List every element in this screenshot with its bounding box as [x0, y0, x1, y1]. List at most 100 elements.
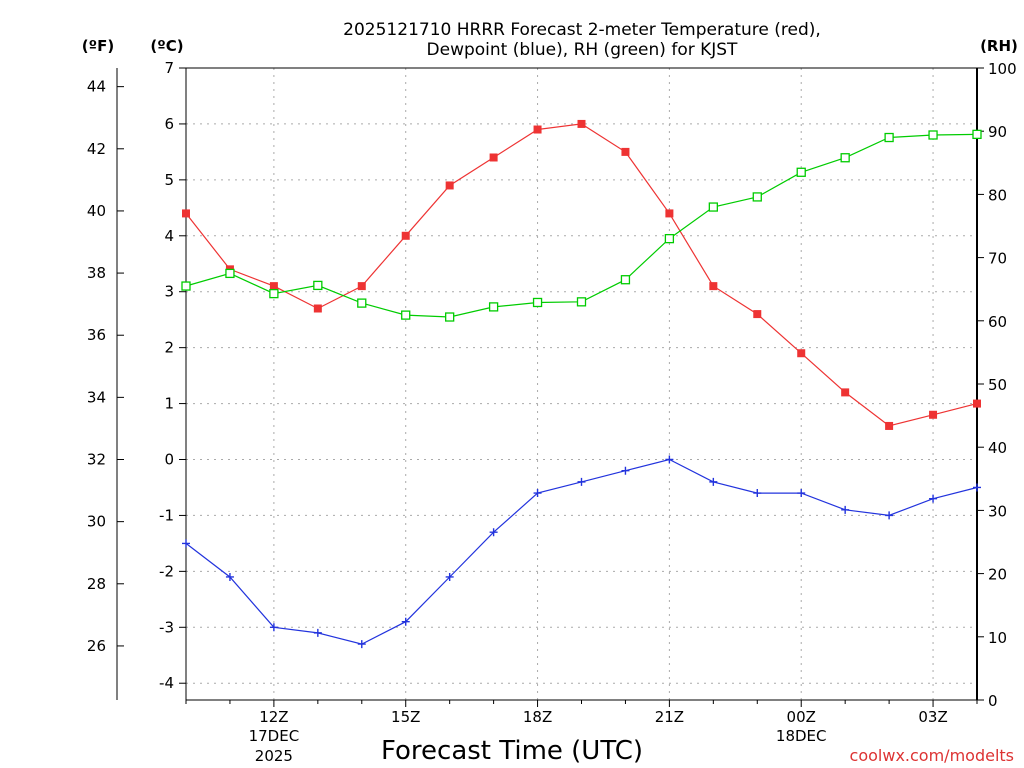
2-meter-temperature-point — [577, 119, 586, 128]
rh-tick-label: 80 — [988, 186, 1007, 204]
celsius-unit-label: (ºC) — [150, 37, 183, 55]
rh-point — [928, 130, 938, 140]
chart-title-line-2: Dewpoint (blue), RH (green) for KJST — [427, 40, 739, 60]
2-meter-temperature-point — [885, 421, 894, 430]
2-meter-temperature-point — [269, 282, 278, 291]
2-meter-temperature-point — [445, 181, 454, 190]
rh-point — [840, 153, 850, 163]
rh-point — [445, 312, 455, 322]
x-tick-label: 03Z — [918, 708, 947, 726]
celsius-tick-label: 7 — [164, 59, 174, 77]
dewpoint-point — [225, 572, 234, 581]
2-meter-temperature-point — [357, 282, 366, 291]
rh-point — [269, 288, 279, 299]
celsius-tick-label: 1 — [164, 395, 174, 413]
fahrenheit-tick-label: 42 — [87, 140, 106, 158]
celsius-tick-label: 5 — [164, 171, 174, 189]
rh-tick-label: 100 — [988, 60, 1017, 78]
fahrenheit-tick-label: 44 — [87, 78, 106, 96]
2-meter-temperature-point — [841, 388, 850, 397]
celsius-tick-label: 0 — [164, 451, 174, 469]
fahrenheit-tick-label: 38 — [87, 264, 106, 282]
rh-point — [708, 202, 718, 212]
rh-point — [181, 281, 191, 291]
dewpoint-point — [489, 528, 498, 537]
dewpoint-point — [885, 511, 894, 520]
rh-point — [401, 310, 411, 320]
x-tick-year-label: 2025 — [255, 747, 293, 765]
rh-point — [488, 302, 499, 312]
rh-point — [313, 280, 323, 291]
rh-point — [576, 297, 587, 307]
2-meter-temperature-point — [753, 310, 762, 319]
credit-watermark: coolwx.com/modelts — [850, 746, 1014, 765]
2-meter-temperature-point — [489, 153, 498, 162]
2-meter-temperature-point — [533, 125, 542, 134]
rh-tick-label: 50 — [988, 376, 1007, 394]
rh-tick-label: 90 — [988, 123, 1007, 141]
2-meter-temperature-point — [665, 209, 674, 218]
rh-tick-label: 20 — [988, 566, 1007, 584]
dewpoint-point — [929, 494, 938, 503]
fahrenheit-tick-label: 40 — [87, 202, 106, 220]
fahrenheit-tick-label: 32 — [87, 451, 106, 469]
gridlines — [186, 67, 977, 700]
rh-point — [225, 268, 235, 279]
x-tick-label: 15Z — [391, 708, 420, 726]
data-series — [181, 119, 982, 649]
2-meter-temperature-point — [621, 147, 630, 156]
x-axis-title: Forecast Time (UTC) — [381, 736, 643, 766]
dewpoint-point — [841, 505, 850, 514]
x-tick-label: 00Z — [787, 708, 816, 726]
2-meter-temperature-point — [313, 304, 322, 313]
rh-point — [796, 167, 806, 177]
celsius-tick-label: -3 — [159, 618, 174, 636]
dewpoint-point — [753, 489, 762, 498]
dewpoint-point — [533, 489, 542, 498]
2-meter-temperature-point — [709, 282, 718, 291]
x-tick-label: 12Z — [259, 708, 288, 726]
dewpoint-point — [973, 483, 981, 492]
celsius-tick-label: 6 — [164, 115, 174, 133]
x-tick-date-label: 17DEC — [249, 727, 300, 745]
rh-point — [752, 192, 762, 202]
dewpoint-point — [797, 489, 806, 498]
rh-point — [532, 297, 543, 308]
dewpoint-point — [313, 628, 322, 637]
dewpoint-point — [182, 539, 190, 548]
rh-point — [884, 132, 894, 143]
2-meter-temperature-point — [797, 349, 806, 358]
dewpoint-point — [709, 477, 718, 486]
celsius-tick-label: 3 — [164, 283, 174, 301]
celsius-tick-label: 2 — [164, 339, 174, 357]
rh-point — [620, 275, 631, 285]
fahrenheit-tick-label: 34 — [87, 388, 106, 406]
fahrenheit-tick-label: 30 — [87, 513, 106, 531]
rh-point — [664, 233, 675, 244]
dewpoint-line — [185, 458, 978, 645]
rh-point — [357, 298, 367, 308]
dewpoint-point — [269, 623, 278, 632]
dewpoint-point — [357, 640, 366, 649]
dewpoint-point — [401, 617, 410, 626]
fahrenheit-tick-label: 26 — [87, 637, 106, 655]
dewpoint-point — [445, 572, 454, 581]
2-meter-temperature-point — [182, 209, 190, 218]
rh-line — [185, 133, 978, 318]
rh-tick-label: 60 — [988, 313, 1007, 331]
fahrenheit-unit-label: (ºF) — [82, 37, 114, 55]
rh-tick-label: 10 — [988, 629, 1007, 647]
x-tick-label: 21Z — [655, 708, 684, 726]
rh-tick-label: 30 — [988, 502, 1007, 520]
celsius-tick-label: -1 — [159, 506, 174, 524]
2-meter-temperature-line — [185, 123, 978, 427]
rh-tick-label: 70 — [988, 250, 1007, 268]
2-meter-temperature-point — [973, 399, 981, 408]
axes: -4-3-2-101234567262830323436384042440102… — [87, 59, 1017, 765]
rh-tick-label: 40 — [988, 439, 1007, 457]
dewpoint-point — [577, 477, 586, 486]
rh-point — [972, 129, 982, 140]
x-tick-date-label: 18DEC — [776, 727, 827, 745]
rh-tick-label: 0 — [988, 692, 998, 710]
fahrenheit-tick-label: 28 — [87, 575, 106, 593]
